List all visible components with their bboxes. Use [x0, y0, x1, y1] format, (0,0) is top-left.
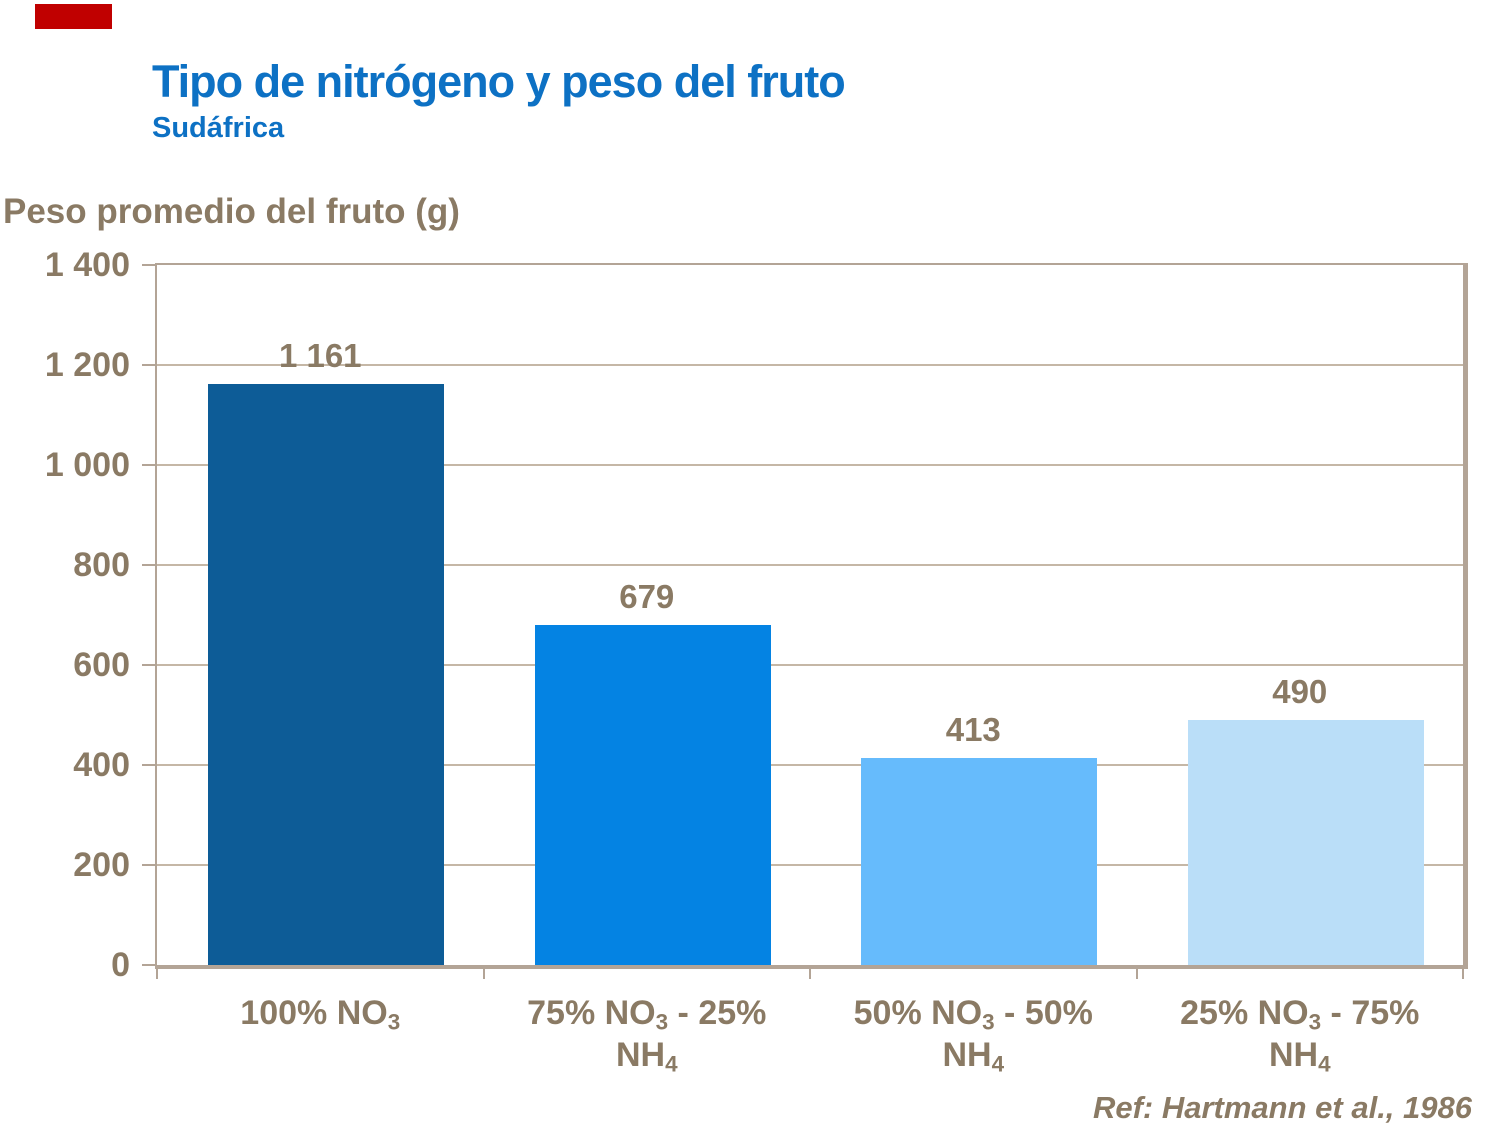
x-axis-tick-mark	[1135, 969, 1138, 979]
y-axis-tick-label: 1 000	[44, 446, 130, 484]
gridline	[157, 564, 1463, 566]
red-accent-bar	[35, 4, 112, 29]
x-axis-tick-mark	[482, 969, 485, 979]
y-axis-title: Peso promedio del fruto (g)	[3, 192, 460, 231]
gridline	[157, 364, 1463, 366]
category-label: 75% NO3 - 25% NH4	[527, 994, 767, 1077]
bar	[534, 625, 771, 965]
bar-value-label: 1 161	[278, 337, 362, 374]
bar	[861, 758, 1098, 965]
category-label: 100% NO3	[240, 994, 401, 1035]
bar-value-label: 490	[1272, 673, 1328, 710]
y-axis-tick-label: 1 200	[44, 346, 130, 384]
x-axis-tick-mark	[1462, 969, 1464, 979]
category-label: 50% NO3 - 50% NH4	[853, 994, 1093, 1077]
chart-subtitle: Sudáfrica	[152, 112, 285, 144]
y-axis-tick-mark	[142, 664, 155, 666]
y-axis-tick-label: 600	[73, 646, 130, 684]
x-axis-tick-mark	[156, 969, 158, 979]
gridline	[157, 464, 1463, 466]
y-axis-tick-label: 200	[73, 846, 130, 884]
y-axis-tick-mark	[142, 864, 155, 866]
y-axis-tick-label: 800	[73, 546, 130, 584]
gridline	[157, 664, 1463, 666]
y-axis-tick-mark	[142, 764, 155, 766]
y-axis-tick-mark	[142, 964, 155, 966]
bar	[1187, 720, 1424, 965]
bar-value-label: 413	[945, 711, 1001, 748]
y-axis-tick-label: 1 400	[44, 246, 130, 284]
y-axis-tick-mark	[142, 564, 155, 566]
gridline	[157, 764, 1463, 766]
y-axis-tick-mark	[142, 264, 155, 266]
plot-area	[155, 263, 1468, 969]
y-axis-tick-mark	[142, 464, 155, 466]
gridline	[157, 864, 1463, 866]
chart-title: Tipo de nitrógeno y peso del fruto	[152, 56, 846, 107]
reference-citation: Ref: Hartmann et al., 1986	[1092, 1090, 1472, 1125]
category-label: 25% NO3 - 75% NH4	[1180, 994, 1420, 1077]
y-axis-tick-label: 400	[73, 746, 130, 784]
y-axis-tick-mark	[142, 364, 155, 366]
x-axis-tick-mark	[809, 969, 811, 979]
bar-value-label: 679	[619, 578, 675, 615]
bar	[208, 384, 445, 965]
y-axis-tick-label: 0	[111, 946, 130, 984]
